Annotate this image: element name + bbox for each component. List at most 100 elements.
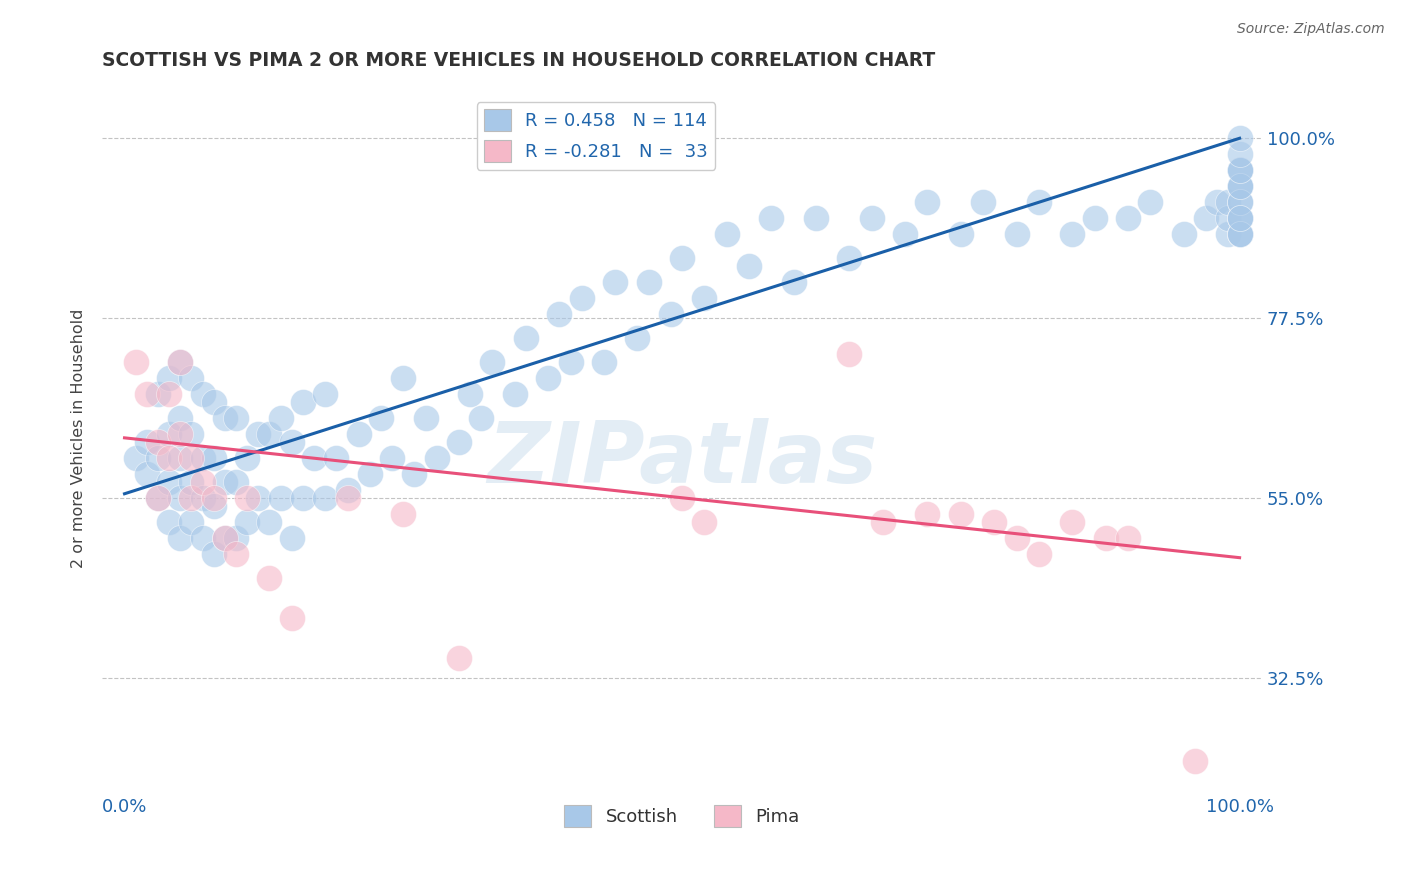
Point — [1218, 211, 1240, 226]
Point — [1229, 163, 1251, 178]
Point — [202, 547, 225, 561]
Point — [1094, 531, 1116, 545]
Point — [191, 387, 214, 401]
Point — [949, 507, 972, 521]
Point — [415, 410, 437, 425]
Point — [983, 515, 1005, 529]
Point — [894, 227, 917, 241]
Point — [146, 491, 169, 505]
Point — [1173, 227, 1195, 241]
Point — [426, 450, 449, 465]
Point — [157, 475, 180, 489]
Text: SCOTTISH VS PIMA 2 OR MORE VEHICLES IN HOUSEHOLD CORRELATION CHART: SCOTTISH VS PIMA 2 OR MORE VEHICLES IN H… — [103, 51, 935, 70]
Point — [157, 387, 180, 401]
Point — [1229, 147, 1251, 161]
Point — [1218, 195, 1240, 210]
Point — [291, 491, 314, 505]
Point — [481, 355, 503, 369]
Point — [917, 195, 939, 210]
Point — [1139, 195, 1161, 210]
Point — [1229, 131, 1251, 145]
Point — [214, 531, 236, 545]
Point — [225, 531, 247, 545]
Point — [124, 355, 146, 369]
Point — [1184, 755, 1206, 769]
Point — [671, 251, 693, 265]
Point — [180, 515, 202, 529]
Point — [259, 571, 281, 585]
Point — [1028, 547, 1050, 561]
Point — [872, 515, 894, 529]
Point — [202, 395, 225, 409]
Point — [1229, 227, 1251, 241]
Point — [1116, 211, 1139, 226]
Point — [1229, 179, 1251, 194]
Point — [1116, 531, 1139, 545]
Point — [593, 355, 616, 369]
Point — [370, 410, 392, 425]
Point — [1229, 211, 1251, 226]
Point — [135, 387, 157, 401]
Point — [804, 211, 827, 226]
Point — [314, 491, 336, 505]
Point — [1062, 227, 1084, 241]
Point — [191, 450, 214, 465]
Point — [302, 450, 325, 465]
Point — [180, 450, 202, 465]
Text: ZIPatlas: ZIPatlas — [486, 417, 877, 500]
Point — [1229, 211, 1251, 226]
Point — [392, 371, 415, 385]
Point — [180, 371, 202, 385]
Point — [202, 499, 225, 513]
Point — [180, 475, 202, 489]
Point — [1195, 211, 1218, 226]
Point — [917, 507, 939, 521]
Point — [202, 450, 225, 465]
Point — [626, 331, 648, 345]
Point — [470, 410, 492, 425]
Point — [560, 355, 582, 369]
Point — [458, 387, 481, 401]
Point — [637, 275, 659, 289]
Point — [270, 410, 292, 425]
Point — [447, 650, 470, 665]
Point — [146, 491, 169, 505]
Point — [281, 531, 304, 545]
Point — [1229, 195, 1251, 210]
Point — [157, 450, 180, 465]
Point — [180, 426, 202, 441]
Point — [135, 434, 157, 449]
Point — [503, 387, 526, 401]
Point — [347, 426, 370, 441]
Point — [146, 434, 169, 449]
Point — [236, 450, 259, 465]
Point — [693, 291, 716, 305]
Point — [236, 491, 259, 505]
Point — [169, 531, 191, 545]
Point — [738, 259, 761, 273]
Point — [1229, 179, 1251, 194]
Point — [169, 410, 191, 425]
Point — [392, 507, 415, 521]
Point — [225, 547, 247, 561]
Point — [716, 227, 738, 241]
Point — [247, 426, 270, 441]
Point — [157, 515, 180, 529]
Point — [671, 491, 693, 505]
Point — [571, 291, 593, 305]
Point — [537, 371, 560, 385]
Point — [515, 331, 537, 345]
Point — [191, 531, 214, 545]
Point — [761, 211, 783, 226]
Point — [214, 410, 236, 425]
Point — [259, 426, 281, 441]
Point — [1229, 211, 1251, 226]
Point — [381, 450, 404, 465]
Point — [247, 491, 270, 505]
Point — [838, 347, 860, 361]
Point — [325, 450, 347, 465]
Point — [1229, 163, 1251, 178]
Point — [838, 251, 860, 265]
Point — [225, 410, 247, 425]
Point — [135, 467, 157, 481]
